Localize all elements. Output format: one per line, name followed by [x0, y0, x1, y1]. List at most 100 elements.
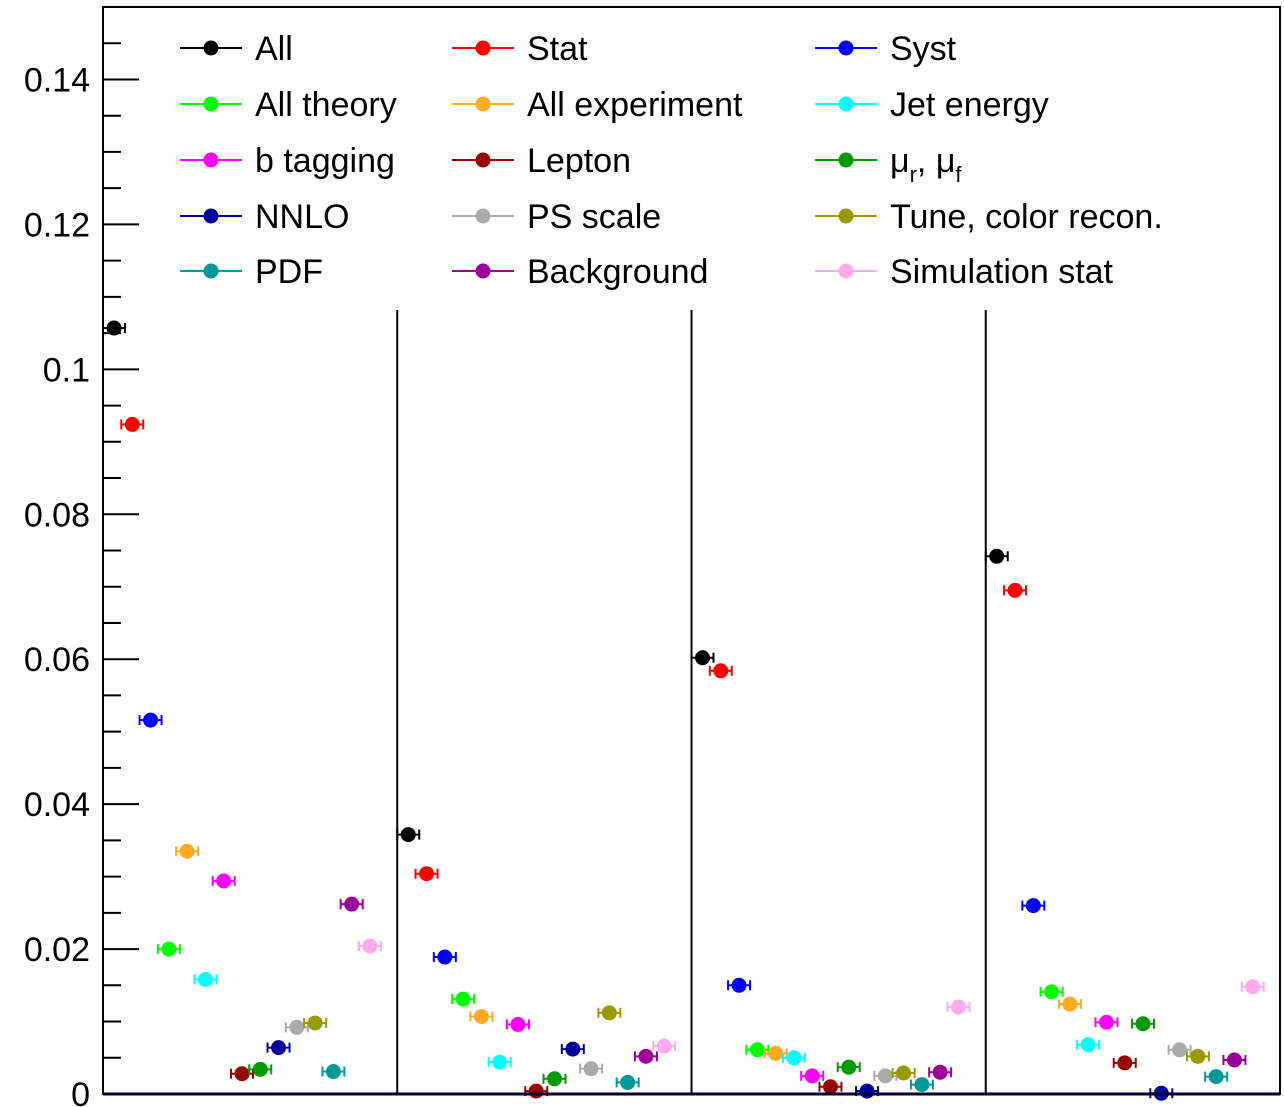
y-tick-label: 0.04	[24, 786, 90, 824]
point-stat	[414, 866, 439, 882]
legend-entry-ps-scale: PS scale	[452, 198, 661, 236]
legend-label: μr, μf	[890, 142, 962, 187]
point-tune-color-recon	[1185, 1048, 1210, 1064]
point-ps-scale	[579, 1061, 604, 1077]
y-tick-label: 0.14	[24, 61, 90, 99]
legend-entry-background: Background	[452, 253, 708, 291]
legend-entry-pdf: PDF	[180, 253, 323, 291]
point-all-experiment	[175, 843, 200, 859]
point-tune-color-recon	[597, 1005, 622, 1021]
legend-label: Simulation stat	[890, 253, 1114, 291]
point-syst	[432, 949, 457, 965]
legend-marker	[475, 208, 491, 224]
legend: All Stat Syst All theory All experiment Jet e…	[180, 30, 1163, 291]
legend-entry-nnlo: NNLO	[180, 198, 349, 236]
legend-entry-syst: Syst	[815, 30, 957, 68]
point-all-theory	[1039, 984, 1064, 1000]
legend-label: PDF	[255, 253, 323, 291]
legend-label: Lepton	[527, 142, 631, 180]
data-points	[102, 320, 1265, 1101]
point-background	[633, 1048, 658, 1064]
y-tick-label: 0.12	[24, 206, 90, 244]
legend-entry-r-f: μr, μf	[815, 142, 962, 187]
point-r-f	[1131, 1016, 1156, 1032]
point-b-tagging	[1094, 1014, 1119, 1030]
legend-marker	[475, 263, 491, 279]
y-axis: 0 0.02 0.04 0.06 0.08 0.1 0.12 0.14	[24, 6, 139, 1107]
legend-marker	[203, 208, 219, 224]
point-r-f	[248, 1061, 273, 1077]
point-syst	[727, 977, 752, 993]
legend-marker	[203, 152, 219, 168]
legend-entry-b-tagging: b tagging	[180, 142, 395, 180]
point-background	[1222, 1052, 1247, 1068]
point-pdf	[321, 1064, 346, 1080]
point-all	[984, 548, 1009, 564]
point-simulation-stat	[652, 1038, 677, 1054]
point-background	[928, 1064, 953, 1080]
legend-marker	[475, 96, 491, 112]
point-all-theory	[451, 991, 476, 1007]
legend-entry-tune-color-recon: Tune, color recon.	[815, 198, 1163, 236]
legend-entry-jet-energy: Jet energy	[815, 86, 1049, 124]
point-b-tagging	[211, 873, 236, 889]
legend-marker	[475, 40, 491, 56]
legend-label: Tune, color recon.	[890, 198, 1163, 236]
legend-marker	[203, 263, 219, 279]
point-stat	[1003, 582, 1028, 598]
point-pdf	[1204, 1069, 1229, 1085]
legend-label: All theory	[255, 86, 397, 124]
point-tune-color-recon	[891, 1065, 916, 1081]
legend-label: All experiment	[527, 86, 743, 124]
point-syst	[138, 712, 163, 728]
legend-entry-simulation-stat: Simulation stat	[815, 253, 1114, 291]
y-tick-label: 0.1	[43, 351, 90, 389]
point-all-theory	[156, 941, 181, 957]
legend-marker	[838, 263, 854, 279]
legend-marker	[838, 152, 854, 168]
legend-label: Syst	[890, 30, 957, 68]
point-jet-energy	[193, 972, 218, 988]
point-simulation-stat	[946, 999, 971, 1015]
point-jet-energy	[1076, 1037, 1101, 1053]
point-ps-scale	[1167, 1042, 1192, 1058]
legend-marker	[838, 208, 854, 224]
legend-label: Jet energy	[890, 86, 1049, 124]
point-all	[396, 827, 421, 843]
y-tick-label: 0.02	[24, 931, 90, 969]
point-nnlo	[560, 1041, 585, 1057]
point-b-tagging	[505, 1016, 530, 1032]
legend-label: Stat	[527, 30, 588, 68]
point-tune-color-recon	[303, 1015, 328, 1031]
point-all	[690, 650, 715, 666]
point-all	[102, 320, 126, 336]
legend-marker	[838, 40, 854, 56]
legend-entry-lepton: Lepton	[452, 142, 631, 180]
point-simulation-stat	[1240, 979, 1265, 995]
group-separators	[396, 310, 987, 1094]
point-lepton	[1112, 1055, 1137, 1071]
point-simulation-stat	[357, 938, 382, 954]
legend-entry-all-theory: All theory	[180, 86, 397, 124]
legend-marker	[475, 152, 491, 168]
point-stat	[120, 416, 145, 432]
legend-entry-all-experiment: All experiment	[452, 86, 743, 124]
point-r-f	[836, 1059, 861, 1075]
point-background	[339, 896, 364, 912]
point-r-f	[542, 1071, 567, 1087]
point-jet-energy	[487, 1054, 512, 1070]
legend-marker	[838, 96, 854, 112]
legend-label: All	[255, 30, 293, 68]
y-tick-label: 0	[71, 1076, 90, 1107]
legend-label: PS scale	[527, 198, 661, 236]
y-tick-label: 0.06	[24, 641, 90, 679]
legend-marker	[203, 40, 219, 56]
point-jet-energy	[781, 1050, 806, 1066]
point-nnlo	[266, 1040, 291, 1056]
point-all-experiment	[1057, 996, 1082, 1012]
point-b-tagging	[800, 1068, 825, 1084]
point-pdf	[909, 1077, 934, 1093]
legend-entry-all: All	[180, 30, 293, 68]
legend-marker	[203, 96, 219, 112]
